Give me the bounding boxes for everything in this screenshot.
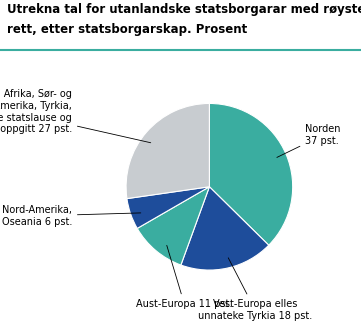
Wedge shape (137, 187, 209, 265)
Text: Nord-Amerika,
Oseania 6 pst.: Nord-Amerika, Oseania 6 pst. (1, 205, 141, 227)
Text: Aust-Europa 11 pst.: Aust-Europa 11 pst. (136, 245, 232, 309)
Text: Vest-Europa elles
unnateke Tyrkia 18 pst.: Vest-Europa elles unnateke Tyrkia 18 pst… (198, 258, 312, 321)
Wedge shape (126, 103, 209, 199)
Text: Asia, Afrika, Sør- og
Mellom-Amerika, Tyrkia,
tidlegare statslause og
uoppgitt 2: Asia, Afrika, Sør- og Mellom-Amerika, Ty… (0, 90, 151, 143)
Wedge shape (181, 187, 269, 270)
Text: Norden
37 pst.: Norden 37 pst. (277, 124, 341, 157)
Text: Utrekna tal for utanlandske statsborgarar med røyste-: Utrekna tal for utanlandske statsborgara… (7, 3, 361, 16)
Wedge shape (209, 103, 293, 245)
Text: rett, etter statsborgarskap. Prosent: rett, etter statsborgarskap. Prosent (7, 23, 248, 35)
Wedge shape (127, 187, 209, 228)
